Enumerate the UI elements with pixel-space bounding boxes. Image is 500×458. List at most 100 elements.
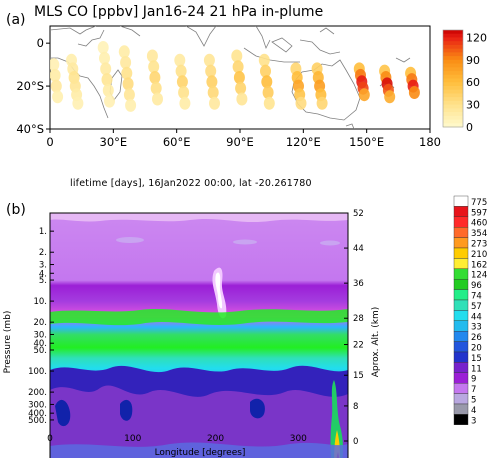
map-y-tick-label: 0 — [37, 36, 44, 50]
colorbar-a-swatch — [443, 48, 463, 53]
map-x-tick-label: 150°E — [349, 135, 384, 149]
colorbar-b-swatch — [453, 414, 469, 425]
plume-point — [179, 96, 191, 110]
panel-b-label: (b) — [6, 202, 26, 218]
colorbar-b-label: 20 — [471, 344, 482, 354]
colorbar-b-label: 273 — [471, 240, 487, 250]
colorbar-a-swatch — [443, 71, 463, 76]
colorbar-b-label: 597 — [471, 208, 487, 218]
b-y2-tick-label: 22 — [353, 341, 364, 351]
map-x-tick-label: 90°E — [226, 135, 254, 149]
plume-point — [102, 83, 114, 97]
colorbar-b-swatch — [453, 372, 469, 384]
b-y-tick-label: 300. — [28, 400, 47, 410]
colorbar-b-swatch — [453, 320, 469, 332]
plume-point — [258, 53, 270, 67]
b-y2-tick-label: 52 — [353, 209, 364, 219]
b-y-tick-label: 500. — [28, 416, 47, 426]
colorbar-b-swatch — [453, 258, 469, 270]
b-pressure-axis: 1. 2. 3.4.5. 10. 20. 30.40.50. 100. 200. 300.400… — [28, 227, 54, 426]
b-y2-tick-label: 44 — [353, 244, 364, 254]
plume-point — [121, 66, 133, 80]
plume-point — [120, 56, 132, 69]
panel-a-label: (a) — [6, 12, 26, 28]
colorbar-b-swatch — [453, 206, 469, 217]
panel-b-title: lifetime [days], 16Jan2022 00:00, lat -2… — [70, 178, 312, 189]
colorbar-b-swatch — [453, 268, 469, 280]
plume-point — [150, 81, 162, 95]
colorbar-b-label: 11 — [471, 364, 482, 374]
plume-tracks — [50, 41, 420, 112]
plume-point — [233, 71, 245, 84]
colorbar-b-swatch — [453, 299, 469, 311]
colorbar-b-label: 4 — [471, 406, 476, 416]
colorbar-b-swatch — [453, 195, 469, 207]
colorbar-b-label: 9 — [471, 375, 476, 385]
colorbar-a-label: 30 — [466, 99, 480, 112]
colorbar-b-label: 210 — [471, 250, 487, 260]
b-y-tick-label: 5. — [39, 276, 47, 286]
colorbar-a-swatch — [443, 85, 463, 91]
plume-point — [100, 62, 112, 76]
panel-a-map-chart: 0 30°E 60°E 90°E 120°E 150°E 180 0 20°S 40°S 120… — [16, 25, 487, 149]
b-y2-tick-label: 0 — [353, 437, 358, 447]
colorbar-a-swatch — [443, 30, 463, 35]
b-x-tick-label: 0 — [47, 434, 53, 444]
plume-point — [263, 96, 275, 110]
plume-point — [104, 94, 115, 108]
plume-point — [99, 51, 110, 65]
colorbar-b-label: 3 — [471, 416, 476, 426]
b-y2-axis-label: Aprox. Alt. (km) — [371, 307, 381, 378]
plume-point — [125, 98, 137, 112]
b-y-tick-label: 40. — [33, 339, 47, 349]
colorbar-b-label: 460 — [471, 219, 487, 229]
colorbar-a-swatch — [443, 59, 463, 65]
plume-point — [231, 49, 243, 63]
b-y-tick-label: 10. — [33, 297, 47, 307]
plume-point — [123, 88, 135, 102]
plume-point — [97, 41, 109, 54]
plume-point — [149, 71, 161, 84]
plume-point — [261, 75, 273, 89]
b-y-tick-label: 2. — [39, 248, 47, 258]
plume-point — [295, 96, 307, 110]
colorbar-b-label: 44 — [471, 312, 482, 322]
colorbar-b-swatch — [453, 216, 469, 228]
plume-point — [72, 96, 84, 110]
b-x-axis: 0 100 200 300 — [47, 434, 307, 444]
plume-point — [52, 90, 64, 104]
panel-a-colorbar: 120 90 60 30 0 — [442, 29, 487, 134]
plume-point — [174, 53, 186, 67]
colorbar-b-label: 26 — [471, 333, 482, 343]
colorbar-a-swatch — [443, 52, 463, 57]
colorbar-b-swatch — [453, 310, 469, 322]
colorbar-a-swatch — [443, 112, 463, 117]
b-y2-tick-label: 28 — [353, 314, 364, 324]
map-x-tick-label: 30°E — [100, 135, 128, 149]
plume-point — [384, 90, 396, 104]
colorbar-a-label: 60 — [466, 76, 480, 89]
colorbar-b-swatch — [453, 247, 469, 259]
plume-point — [148, 60, 160, 74]
plume-point — [175, 64, 187, 78]
colorbar-b-swatch — [453, 330, 469, 342]
b-y-tick-label: 1. — [39, 227, 47, 237]
colorbar-a-label: 90 — [466, 54, 480, 67]
colorbar-b-label: 775 — [471, 198, 487, 208]
colorbar-b-swatch — [453, 237, 469, 249]
colorbar-b-label: 74 — [471, 292, 482, 302]
plume-point — [101, 73, 113, 87]
panel-a-title: MLS CO [ppbv] Jan16-24 21 hPa in-plume — [34, 4, 324, 20]
b-y2-tick-label: 8 — [353, 402, 358, 412]
plume-point — [50, 68, 61, 82]
colorbar-a-swatch — [443, 104, 463, 109]
plume-point — [178, 86, 190, 99]
plume-point — [146, 49, 158, 63]
b-x-tick-label: 100 — [124, 434, 141, 444]
plume-point — [232, 60, 244, 74]
colorbar-b-swatch — [453, 227, 469, 238]
colorbar-a-swatch — [443, 33, 463, 38]
colorbar-a-swatch — [443, 115, 463, 121]
map-x-tick-label: 120°E — [286, 135, 321, 149]
plume-point — [358, 88, 370, 102]
